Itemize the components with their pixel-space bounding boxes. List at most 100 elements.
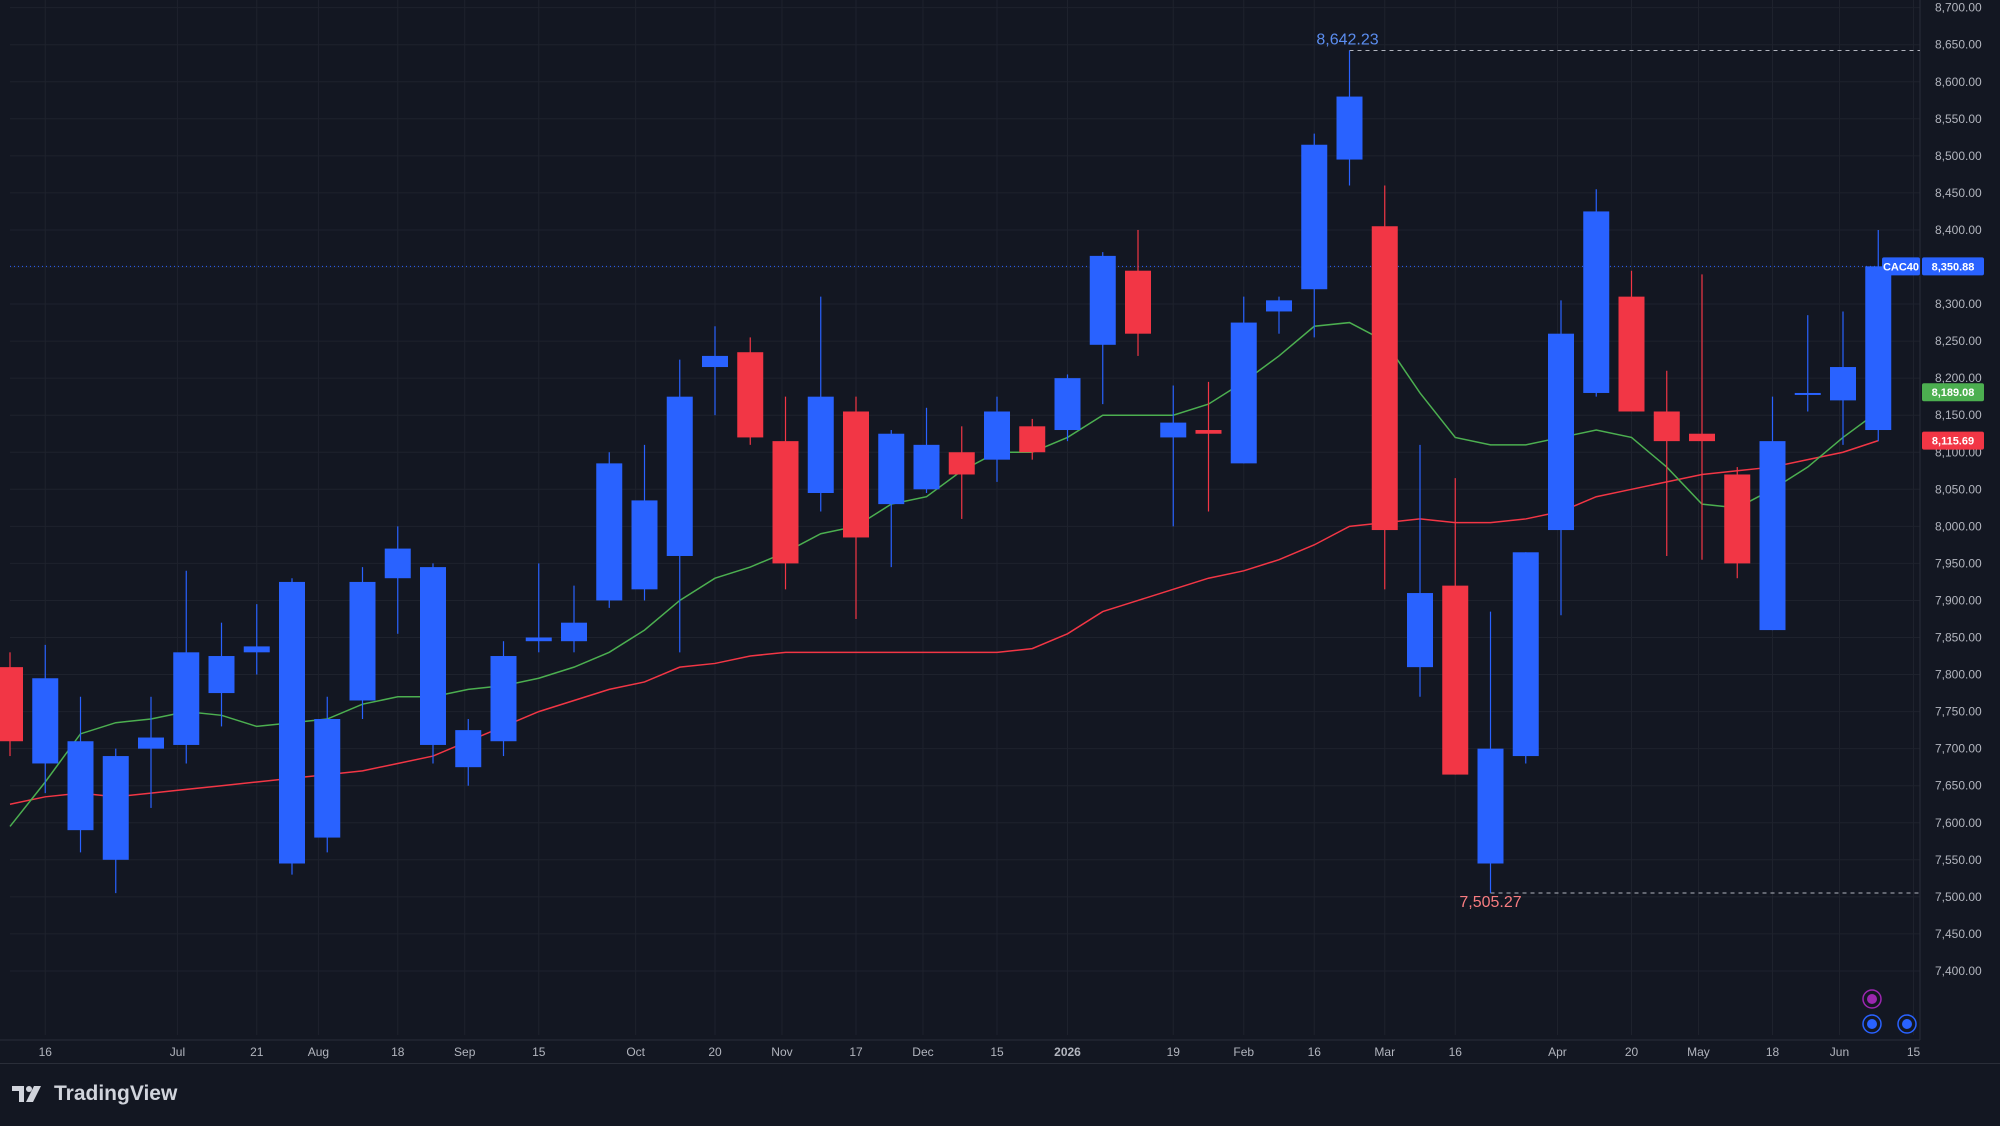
candle-body-down [1653,411,1680,442]
x-tick-label: 20 [1625,1045,1639,1059]
candle-body-up [138,737,164,749]
y-tick-label: 8,300.00 [1935,297,1982,311]
y-tick-label: 7,500.00 [1935,890,1982,904]
candle-body-down [1724,474,1751,564]
y-tick-label: 7,650.00 [1935,779,1982,793]
candle-body-up [561,622,587,642]
candle-body-down [1371,226,1398,531]
candle-body-up [631,500,658,590]
x-tick-label: Jul [170,1045,185,1059]
y-tick-label: 8,200.00 [1935,371,1982,385]
y-tick-label: 7,700.00 [1935,742,1982,756]
price-chart[interactable]: 7,400.00 7,450.00 7,500.00 7,550.00 7,600.00… [0,0,2000,1063]
candle-body-up [455,730,482,768]
y-tick-label: 7,550.00 [1935,853,1982,867]
candle-body-up [208,656,235,694]
tradingview-logo[interactable]: TradingView [12,1082,177,1106]
candle-body-up [1230,322,1257,464]
candle-body-up [1054,378,1081,431]
x-tick-label: 16 [1449,1045,1463,1059]
last-price-badge: 8,350.88 [1932,261,1975,273]
candle-body-down [948,452,975,475]
candle-body-up [807,396,834,494]
chart-background [0,0,2000,1063]
y-tick-label: 8,050.00 [1935,482,1982,496]
x-tick-label: 18 [1766,1045,1780,1059]
x-tick-label: Oct [626,1045,645,1059]
candle-body-up [490,656,517,742]
x-tick-label: Apr [1548,1045,1567,1059]
candle-body-up [173,652,200,745]
symbol-badge: CAC40 [1883,261,1919,273]
ma-fast-badge-box [1922,383,1984,402]
candle-body-down [1689,433,1715,442]
event-marker-icon-dot [1902,1019,1912,1029]
candle-body-up [1089,255,1116,345]
x-tick-label: Nov [771,1045,792,1059]
candle-body-down [772,441,799,564]
candle-body-up [984,411,1010,460]
event-marker-icon-dot [1867,994,1877,1004]
candle-body-down [843,411,869,538]
y-tick-label: 8,550.00 [1935,112,1982,126]
x-tick-label: Mar [1374,1045,1395,1059]
x-tick-label: 15 [990,1045,1004,1059]
candle-body-up [878,433,905,505]
event-marker-icon-dot [1867,1019,1877,1029]
y-tick-label: 8,000.00 [1935,519,1982,533]
symbol-badge-box [1882,257,1920,276]
candle-body-up [279,581,305,864]
candle-body-up [1865,266,1892,431]
candle-body-up [102,756,129,860]
tradingview-brand-text: TradingView [54,1082,178,1105]
candle-body-down [1125,270,1151,334]
x-tick-label: Feb [1233,1045,1254,1059]
candle-body-up [1266,300,1292,312]
x-tick-label: 16 [1308,1045,1322,1059]
x-tick-label: 15 [1907,1045,1921,1059]
ma-slow-badge-box [1922,431,1984,450]
candle-body-up [384,548,411,579]
x-tick-label: 19 [1167,1045,1181,1059]
y-tick-label: 7,600.00 [1935,816,1982,830]
candle-body-up [1477,748,1504,864]
y-tick-label: 7,750.00 [1935,705,1982,719]
candle-body-up [1301,144,1328,290]
x-tick-label: 20 [708,1045,722,1059]
candle-body-up [1336,96,1363,160]
x-tick-label: 17 [849,1045,863,1059]
y-tick-label: 7,800.00 [1935,668,1982,682]
candle-body-up [420,567,446,745]
x-tick-label: Sep [454,1045,476,1059]
y-tick-label: 8,250.00 [1935,334,1982,348]
x-tick-label: 21 [250,1045,264,1059]
candle-body-up [1830,367,1856,401]
ma-fast-badge: 8,189.08 [1932,387,1975,399]
x-tick-label: 16 [39,1045,53,1059]
y-tick-label: 8,650.00 [1935,38,1982,52]
candle-body-up [32,678,59,764]
candle-body-up [1759,441,1786,631]
high-price-label: 8,642.23 [1316,31,1378,48]
candle-body-up [1583,211,1610,393]
candle-body-down [1195,430,1222,434]
candle-body-up [349,581,376,701]
candle-body-up [1407,593,1433,668]
y-tick-label: 8,150.00 [1935,408,1982,422]
candle-body-down [737,352,764,438]
x-tick-label: 15 [532,1045,546,1059]
y-tick-label: 8,400.00 [1935,223,1982,237]
x-tick-label: 18 [391,1045,405,1059]
y-tick-label: 8,700.00 [1935,1,1982,15]
candle-body-up [666,396,693,556]
candle-body-up [596,463,623,601]
x-tick-label: 2026 [1054,1045,1081,1059]
candle-body-down [0,667,23,742]
ma-slow-badge: 8,115.69 [1932,436,1974,448]
chart-area[interactable]: 7,400.00 7,450.00 7,500.00 7,550.00 7,600.00… [0,0,2000,1063]
y-tick-label: 7,850.00 [1935,631,1982,645]
candle-body-up [1794,392,1821,395]
x-tick-label: May [1687,1045,1710,1059]
candle-body-up [1512,552,1539,757]
x-tick-label: Dec [912,1045,933,1059]
